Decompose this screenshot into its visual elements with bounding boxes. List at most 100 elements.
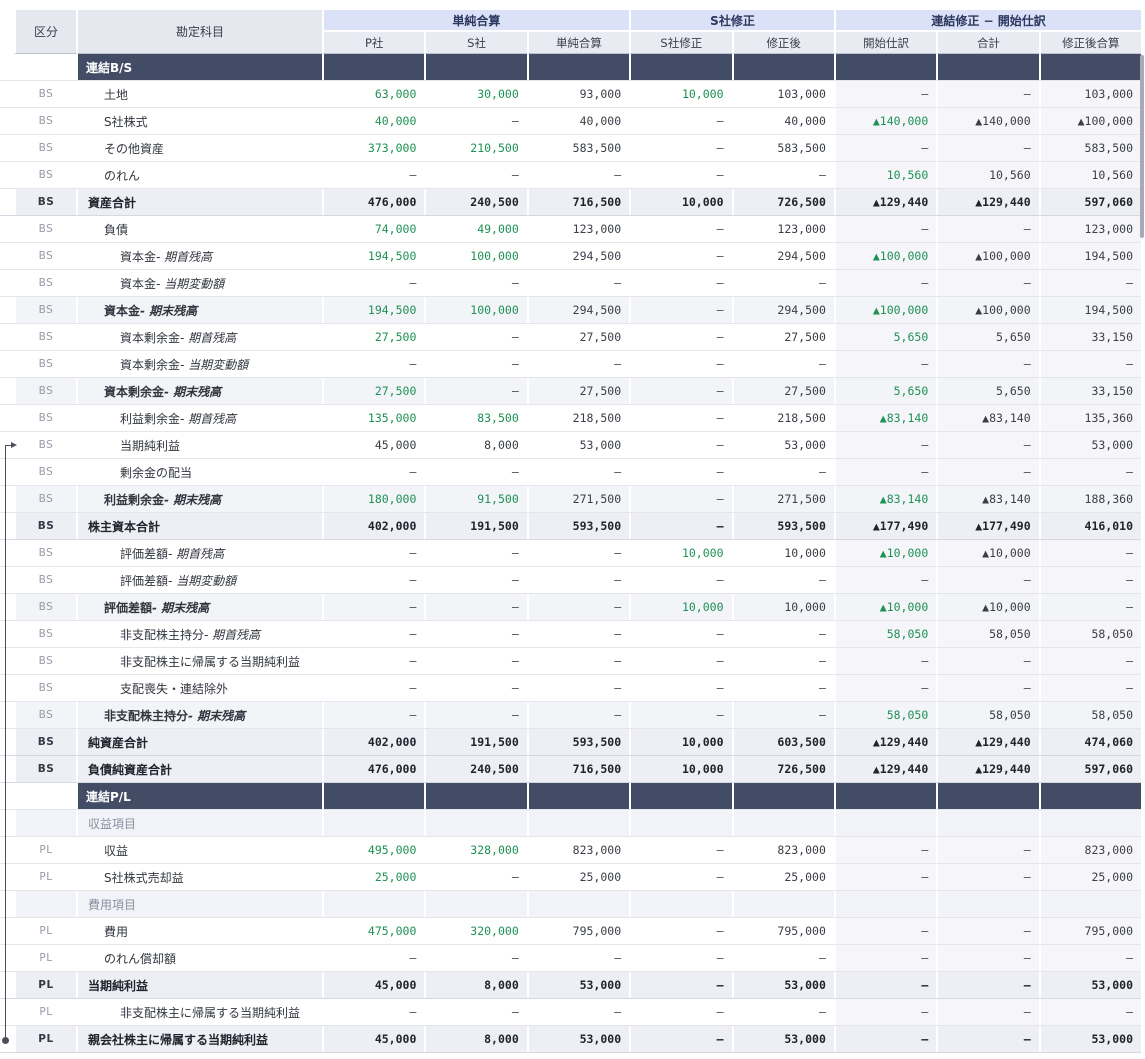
value-cell[interactable]: 495,000	[322, 837, 424, 863]
value-cell	[731, 891, 834, 917]
value-cell[interactable]: 320,000	[424, 918, 526, 944]
value-cell: –	[936, 945, 1039, 971]
value-cell[interactable]: 10,000	[629, 81, 731, 107]
value-cell: 53,000	[731, 972, 834, 998]
value-cell: 5,650	[936, 378, 1038, 404]
value-cell[interactable]: 373,000	[322, 135, 424, 161]
value-cell[interactable]: 100,000	[424, 297, 526, 323]
value-cell: 476,000	[322, 756, 424, 782]
value-cell	[424, 810, 527, 836]
value-cell[interactable]: 328,000	[424, 837, 526, 863]
account-label: 連結P/L	[76, 783, 322, 809]
value-cell[interactable]: 475,000	[322, 918, 424, 944]
value-cell[interactable]: 58,050	[833, 621, 937, 647]
value-cell	[936, 783, 1039, 809]
value-cell: –	[936, 135, 1039, 161]
value-cell: 194,500	[1038, 243, 1141, 269]
value-cell[interactable]: 10,000	[629, 540, 731, 566]
row-kubun: BS	[14, 594, 76, 620]
value-cell: 135,360	[1038, 405, 1141, 431]
row-kubun: PL	[14, 864, 76, 890]
value-cell[interactable]: 194,500	[322, 243, 424, 269]
value-cell: 58,050	[1038, 702, 1141, 728]
account-label: 資産合計	[76, 189, 322, 215]
value-cell[interactable]: 74,000	[322, 216, 424, 242]
row-kubun: BS	[14, 621, 76, 647]
value-cell: –	[936, 270, 1039, 296]
value-cell[interactable]: ▲10,000	[833, 540, 937, 566]
value-cell: –	[629, 216, 731, 242]
value-cell[interactable]: 25,000	[322, 864, 424, 890]
value-cell: –	[936, 648, 1039, 674]
value-cell	[424, 54, 527, 80]
value-cell[interactable]: 100,000	[424, 243, 526, 269]
value-cell: –	[629, 135, 731, 161]
account-row: PL 当期純利益 45,000 8,000 53,000–53,000– –53,000	[0, 972, 1141, 999]
value-cell: 10,000	[629, 729, 731, 755]
value-cell[interactable]: 5,650	[833, 324, 937, 350]
value-cell: –	[424, 621, 526, 647]
value-cell[interactable]: ▲10,000	[833, 594, 936, 620]
row-kubun: BS	[14, 108, 76, 134]
row-marker	[0, 621, 14, 648]
value-cell[interactable]: ▲83,140	[833, 486, 936, 512]
value-cell: –	[322, 540, 424, 566]
value-cell[interactable]: ▲83,140	[833, 405, 937, 431]
value-cell: –	[731, 702, 834, 728]
row-kubun: PL	[14, 945, 76, 971]
value-cell: –	[1038, 540, 1141, 566]
link-dot-icon	[2, 1037, 9, 1044]
value-cell[interactable]: 5,650	[833, 378, 936, 404]
marker-column-header	[0, 10, 14, 54]
value-cell[interactable]: ▲140,000	[833, 108, 937, 134]
account-row: BS 負債純資産合計 476,000 240,500 716,500 10,000 726,…	[0, 756, 1141, 783]
value-cell[interactable]: 63,000	[322, 81, 424, 107]
value-cell[interactable]: 40,000	[322, 108, 424, 134]
value-cell[interactable]: 27,500	[322, 378, 424, 404]
value-cell: –	[424, 567, 526, 593]
account-row: PL 親会社株主に帰属する当期純利益 45,000 8,000 53,000–53,00…	[0, 1026, 1141, 1053]
value-cell: 583,500	[731, 135, 834, 161]
value-cell	[833, 783, 937, 809]
account-label: 評価差額 - 期末残高	[76, 594, 322, 620]
value-cell: –	[629, 459, 731, 485]
account-label: 連結B/S	[76, 54, 322, 80]
account-label: 評価差額 - 期首残高	[76, 540, 322, 566]
value-cell[interactable]: 194,500	[322, 297, 424, 323]
value-cell[interactable]: 10,560	[833, 162, 937, 188]
value-cell: –	[424, 675, 526, 701]
value-cell[interactable]: ▲100,000	[833, 297, 936, 323]
value-cell[interactable]: 49,000	[424, 216, 526, 242]
value-cell[interactable]: 27,500	[322, 324, 424, 350]
value-cell: 27,500	[526, 324, 629, 350]
account-label: 当期純利益	[76, 432, 322, 458]
row-kubun: BS	[14, 81, 76, 107]
value-cell: 10,560	[936, 162, 1039, 188]
value-cell[interactable]: 30,000	[424, 81, 526, 107]
account-label: S社株式売却益	[76, 864, 322, 890]
account-row: BS 支配喪失・連結除外 – – – – – – – –	[0, 675, 1141, 702]
value-cell: ▲83,140	[936, 405, 1039, 431]
vertical-scrollbar-thumb[interactable]	[1140, 55, 1144, 238]
value-cell[interactable]: 135,000	[322, 405, 424, 431]
value-cell: –	[629, 351, 731, 377]
account-row: BS 非支配株主持分 - 期末残高 – – – – –58,050 58,050 58,050	[0, 702, 1141, 729]
value-cell[interactable]: 83,500	[424, 405, 526, 431]
value-cell[interactable]: 210,500	[424, 135, 526, 161]
account-row: BS 当期純利益 45,000 8,000 53,000–53,000– –53,000	[0, 432, 1141, 459]
value-cell: 10,560	[1038, 162, 1141, 188]
value-cell: –	[629, 567, 731, 593]
row-kubun: BS	[14, 216, 76, 242]
value-cell: 191,500	[424, 513, 526, 539]
account-row: BS 資本剰余金 - 当期変動額 – – – – – – – –	[0, 351, 1141, 378]
value-cell: –	[629, 864, 731, 890]
value-cell[interactable]: 10,000	[629, 594, 731, 620]
value-cell[interactable]: 58,050	[833, 702, 936, 728]
account-row: PL 費用 475,000 320,000 795,000–795,000– –795,0…	[0, 918, 1141, 945]
value-cell[interactable]: ▲100,000	[833, 243, 937, 269]
value-cell: –	[936, 216, 1039, 242]
value-cell[interactable]: 180,000	[322, 486, 424, 512]
row-kubun: BS	[14, 486, 76, 512]
account-row: BS 非支配株主に帰属する当期純利益 – – – – – – – –	[0, 648, 1141, 675]
value-cell[interactable]: 91,500	[424, 486, 526, 512]
